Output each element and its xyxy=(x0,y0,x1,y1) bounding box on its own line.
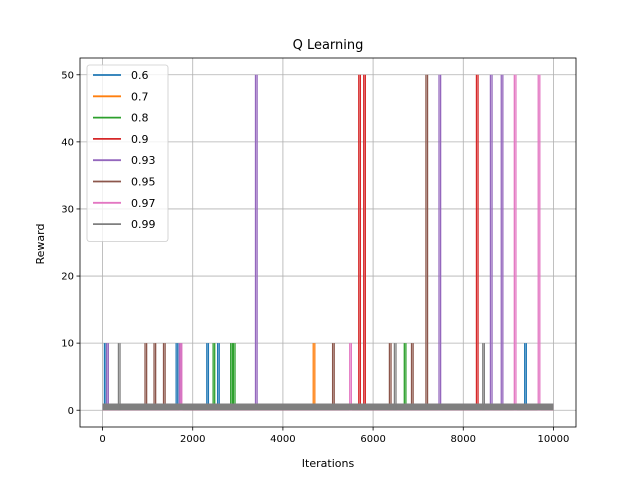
y-tick-label: 30 xyxy=(61,205,74,216)
chart-title: Q Learning xyxy=(293,38,364,53)
x-axis-label: Iterations xyxy=(302,457,355,470)
legend: 0.6 0.7 0.8 0.9 0.93 0.95 0.97 0.99 xyxy=(86,64,169,242)
x-tick-label: 4000 xyxy=(270,434,295,445)
y-axis-label: Reward xyxy=(34,224,47,265)
legend-label: 0.95 xyxy=(131,176,156,189)
x-tick-label: 0 xyxy=(99,434,105,445)
y-tick-label: 10 xyxy=(61,339,74,350)
y-tick-label: 0 xyxy=(68,406,74,417)
y-tick-label: 40 xyxy=(61,137,74,148)
x-tick-label: 10000 xyxy=(538,434,570,445)
legend-label: 0.93 xyxy=(131,154,156,167)
legend-label: 0.6 xyxy=(131,69,149,82)
ticks: 0 2000 4000 6000 8000 10000 0 10 20 30 40 50 xyxy=(61,70,569,445)
legend-label: 0.8 xyxy=(131,112,149,125)
legend-label: 0.7 xyxy=(131,90,149,103)
x-tick-label: 2000 xyxy=(180,434,205,445)
legend-label: 0.97 xyxy=(131,197,156,210)
legend-label: 0.9 xyxy=(131,133,149,146)
x-tick-label: 8000 xyxy=(451,434,476,445)
series-baseline-band xyxy=(102,403,554,411)
legend-box xyxy=(86,64,169,242)
legend-label: 0.99 xyxy=(131,218,156,231)
x-tick-label: 6000 xyxy=(360,434,385,445)
plot-area xyxy=(102,74,554,411)
series-0.99 xyxy=(102,343,554,411)
y-tick-label: 50 xyxy=(61,70,74,81)
axes-frame xyxy=(79,57,577,428)
grid xyxy=(80,58,576,427)
y-tick-label: 20 xyxy=(61,272,74,283)
